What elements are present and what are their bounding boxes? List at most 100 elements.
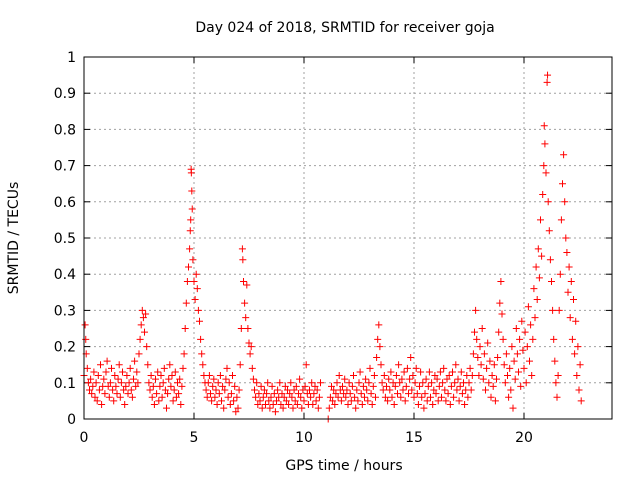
data-point (252, 393, 260, 401)
data-point (170, 386, 178, 394)
data-point (185, 263, 192, 271)
data-point (106, 379, 114, 387)
x-tick-labels: 0 5 10 15 20 (80, 430, 533, 446)
data-point (442, 397, 450, 405)
data-point (255, 390, 263, 398)
data-point (379, 386, 387, 394)
data-point (368, 401, 376, 409)
data-point (98, 401, 106, 409)
data-point (110, 397, 118, 405)
data-point (494, 353, 502, 361)
data-point (148, 393, 156, 401)
data-point (435, 382, 443, 390)
data-point (239, 256, 247, 264)
data-point (387, 368, 395, 376)
data-point (330, 386, 338, 394)
data-point (529, 335, 537, 343)
data-point (474, 353, 482, 361)
data-point (541, 140, 549, 148)
data-point (269, 401, 277, 409)
data-point (502, 350, 510, 358)
data-point (476, 343, 484, 351)
data-point (491, 397, 499, 405)
data-point (208, 397, 216, 405)
data-point (142, 310, 150, 318)
data-point (504, 372, 511, 380)
data-point (253, 379, 261, 387)
y-tick-label: 0.9 (54, 86, 76, 102)
data-point (567, 277, 575, 285)
data-point (372, 393, 379, 401)
data-point (156, 382, 164, 390)
data-point (411, 379, 419, 387)
data-point (576, 361, 584, 369)
data-point (285, 401, 293, 409)
data-point (363, 386, 371, 394)
data-point (544, 71, 552, 79)
data-point (466, 364, 474, 372)
data-point (172, 393, 180, 401)
plot-frame (83, 56, 613, 420)
data-points (80, 71, 585, 423)
y-axis-label: SRMTID / TECUs (6, 182, 22, 295)
data-point (139, 314, 147, 322)
data-point (512, 325, 520, 332)
data-point (161, 386, 169, 394)
data-point (385, 375, 393, 383)
data-point (233, 393, 241, 401)
data-point (267, 393, 275, 401)
data-point (181, 325, 189, 332)
data-point (132, 382, 140, 390)
data-point (400, 368, 408, 376)
data-point (336, 386, 344, 394)
data-point (487, 393, 495, 401)
data-point (564, 288, 572, 296)
data-point (424, 382, 432, 390)
data-point (407, 353, 415, 361)
data-point (211, 393, 219, 401)
data-point (257, 382, 265, 390)
data-point (527, 321, 535, 329)
data-point (560, 151, 568, 159)
data-point (475, 372, 483, 380)
data-point (126, 364, 134, 372)
data-point (333, 379, 341, 387)
data-point (501, 379, 509, 387)
data-point (477, 361, 485, 369)
data-point (431, 372, 439, 380)
data-point (143, 343, 151, 351)
data-point (209, 382, 217, 390)
data-point (518, 317, 526, 325)
data-point (286, 390, 294, 398)
data-point (353, 386, 361, 394)
data-point (549, 306, 557, 314)
ticks (83, 56, 612, 420)
data-point (433, 375, 441, 383)
data-point (357, 390, 365, 398)
data-point (249, 375, 257, 383)
data-point (444, 390, 452, 398)
data-point (464, 393, 472, 401)
data-point (279, 404, 287, 412)
data-point (264, 379, 272, 387)
data-point (519, 346, 527, 354)
data-point (224, 393, 232, 401)
data-point (186, 245, 194, 253)
data-point (337, 397, 345, 405)
data-point (149, 382, 157, 390)
data-point (235, 386, 243, 394)
data-point (204, 379, 212, 387)
data-point (409, 372, 417, 380)
data-point (296, 375, 304, 383)
data-point (146, 386, 154, 394)
data-point (392, 372, 400, 380)
data-point (451, 379, 459, 387)
data-point (542, 169, 550, 177)
data-point (180, 350, 188, 358)
data-point (312, 397, 320, 405)
data-point (405, 390, 412, 398)
data-point (520, 364, 528, 372)
data-point (531, 314, 539, 322)
data-point (395, 361, 403, 369)
